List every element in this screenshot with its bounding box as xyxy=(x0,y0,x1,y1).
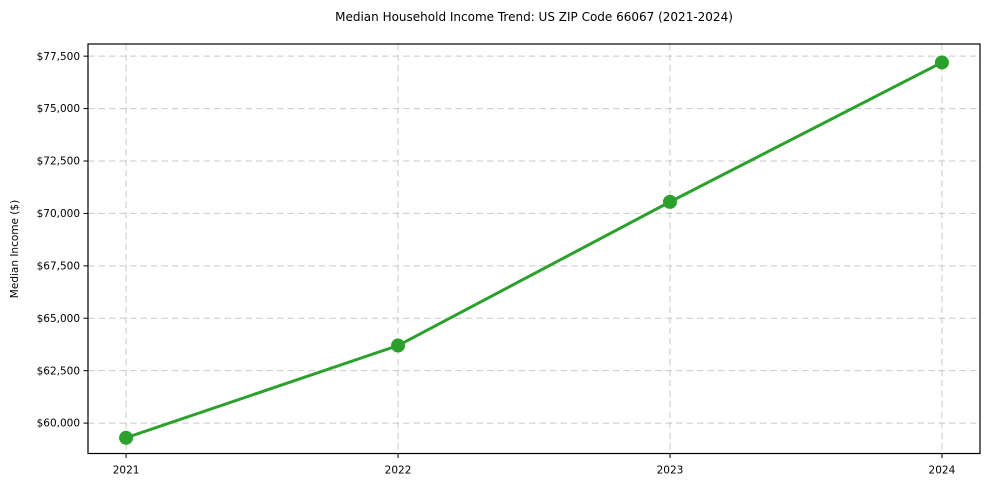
data-point-2024 xyxy=(934,55,949,70)
data-point-2021 xyxy=(119,430,134,445)
x-tick-label: 2022 xyxy=(385,465,412,477)
y-tick-label: $77,500 xyxy=(37,51,80,63)
trend-line xyxy=(124,60,944,440)
plot-border xyxy=(87,43,981,455)
y-tick-label: $65,000 xyxy=(37,313,80,325)
y-tick-label: $75,000 xyxy=(37,103,80,115)
data-point-2022 xyxy=(391,338,406,353)
y-tick-label: $67,500 xyxy=(37,260,80,272)
y-tick-label: $70,000 xyxy=(37,208,80,220)
y-tick-label: $72,500 xyxy=(37,156,80,168)
chart-title: Median Household Income Trend: US ZIP Co… xyxy=(335,10,733,24)
x-tick-label: 2024 xyxy=(929,465,956,477)
data-point-2023 xyxy=(662,194,677,209)
y-tick-label: $62,500 xyxy=(37,365,80,377)
x-tick-label: 2021 xyxy=(113,465,140,477)
y-axis-label: Median Income ($) xyxy=(9,199,21,299)
y-tick-label: $60,000 xyxy=(37,418,80,430)
x-tick-label: 2023 xyxy=(657,465,684,477)
